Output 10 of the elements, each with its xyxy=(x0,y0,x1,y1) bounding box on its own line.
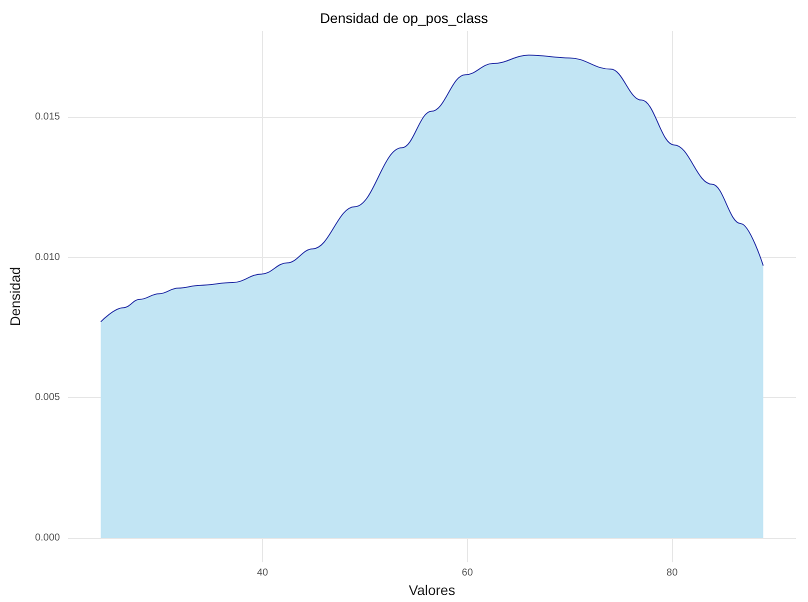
x-tick-label: 80 xyxy=(666,568,678,579)
x-axis-title: Valores xyxy=(408,582,456,598)
x-tick-label: 60 xyxy=(462,568,474,579)
y-axis-title: Densidad xyxy=(7,266,23,326)
y-tick-label: 0.015 xyxy=(34,111,60,122)
y-tick-label: 0.010 xyxy=(34,252,60,263)
chart-title: Densidad de op_pos_class xyxy=(320,10,488,26)
x-tick-label: 40 xyxy=(256,568,269,579)
y-tick-label: 0.000 xyxy=(34,532,60,544)
y-tick-label: 0.005 xyxy=(34,392,60,404)
